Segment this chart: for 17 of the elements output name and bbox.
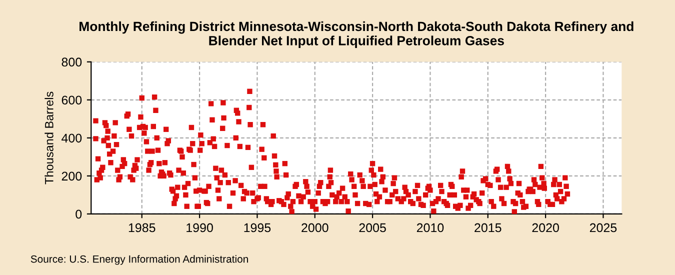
y-tick-label: 400	[62, 134, 82, 143]
x-tick-label: 2015	[474, 223, 502, 232]
x-tick-label: 2020	[532, 223, 559, 232]
y-tick-label: 800	[62, 58, 82, 67]
x-tick-label: 2025	[590, 223, 617, 232]
x-tick-label: 2000	[302, 223, 328, 232]
x-tick-label: 1995	[244, 223, 271, 232]
x-tick-label: 1985	[128, 223, 156, 232]
x-tick-label: 1990	[186, 223, 213, 232]
source-note: Source: U.S. Energy Information Administration	[30, 255, 248, 265]
y-axis-title: Thousand Barrels	[44, 92, 54, 184]
y-tick-label: 600	[62, 96, 82, 105]
y-tick-label: 200	[62, 172, 82, 181]
x-tick-label: 2005	[359, 223, 386, 232]
chart-title: Monthly Refining District Minnesota-Wisconsin-North Dakota-South Dakota Refinery and Blender Net Input of Liquified Petroleum Gases	[80, 21, 634, 48]
y-tick-label: 0	[76, 210, 82, 219]
x-tick-label: 2010	[416, 223, 444, 232]
